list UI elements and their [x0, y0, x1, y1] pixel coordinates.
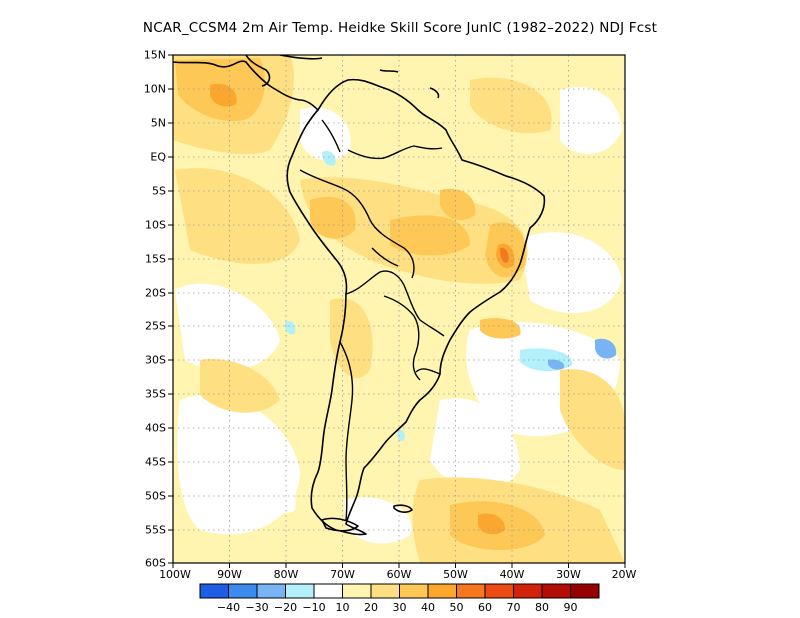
skill-shading — [173, 55, 625, 563]
lon-label: 70W — [330, 568, 355, 581]
south-america-coastline — [173, 55, 546, 536]
lon-label: 50W — [443, 568, 468, 581]
lat-label: 10N — [144, 83, 166, 96]
lat-label: 5N — [151, 117, 166, 130]
colorbar-swatch — [427, 583, 457, 599]
colorbar-label: 80 — [535, 601, 549, 614]
lon-label: 80W — [274, 568, 299, 581]
colorbar-label: 30 — [393, 601, 407, 614]
lon-label: 30W — [556, 568, 581, 581]
map-gridlines — [173, 55, 625, 563]
lon-label: 60W — [387, 568, 412, 581]
lat-label: 50S — [145, 490, 166, 503]
colorbar-swatch — [342, 583, 372, 599]
colorbar-swatch — [228, 583, 258, 599]
colorbar-label: 40 — [421, 601, 435, 614]
colorbar-label: 20 — [364, 601, 378, 614]
lat-label: 55S — [145, 524, 166, 537]
lon-label: 90W — [217, 568, 242, 581]
lon-label: 100W — [159, 568, 191, 581]
colorbar-swatch — [285, 583, 315, 599]
lat-label: 30S — [145, 354, 166, 367]
lat-label: 20S — [145, 287, 166, 300]
colorbar-swatch — [399, 583, 429, 599]
colorbar-label: −10 — [302, 601, 325, 614]
lat-label: 15S — [145, 253, 166, 266]
colorbar-swatch — [370, 583, 400, 599]
colorbar-swatch — [256, 583, 286, 599]
colorbar-swatch — [199, 583, 229, 599]
colorbar-swatch — [541, 583, 571, 599]
lat-label: 35S — [145, 388, 166, 401]
lat-label: 5S — [152, 185, 166, 198]
colorbar-swatch — [313, 583, 343, 599]
colorbar-label: 10 — [336, 601, 350, 614]
lat-label: 25S — [145, 320, 166, 333]
colorbar-swatch — [513, 583, 543, 599]
lat-label: 15N — [144, 49, 166, 62]
lat-label: 10S — [145, 219, 166, 232]
colorbar-label: 50 — [450, 601, 464, 614]
colorbar-label: 70 — [507, 601, 521, 614]
chart-title: NCAR_CCSM4 2m Air Temp. Heidke Skill Sco… — [142, 20, 658, 36]
colorbar-swatch — [484, 583, 514, 599]
lon-label: 20W — [612, 568, 637, 581]
lat-label: EQ — [150, 151, 166, 164]
colorbar-swatch — [456, 583, 486, 599]
colorbar-label: −30 — [245, 601, 268, 614]
colorbar-label: 90 — [564, 601, 578, 614]
lat-label: 45S — [145, 456, 166, 469]
colorbar-swatch — [570, 583, 600, 599]
colorbar-label: −40 — [217, 601, 240, 614]
colorbar-label: −20 — [274, 601, 297, 614]
lat-label: 40S — [145, 422, 166, 435]
colorbar — [199, 583, 600, 599]
colorbar-label: 60 — [478, 601, 492, 614]
lon-label: 40W — [500, 568, 525, 581]
lat-label: 60S — [145, 557, 166, 570]
